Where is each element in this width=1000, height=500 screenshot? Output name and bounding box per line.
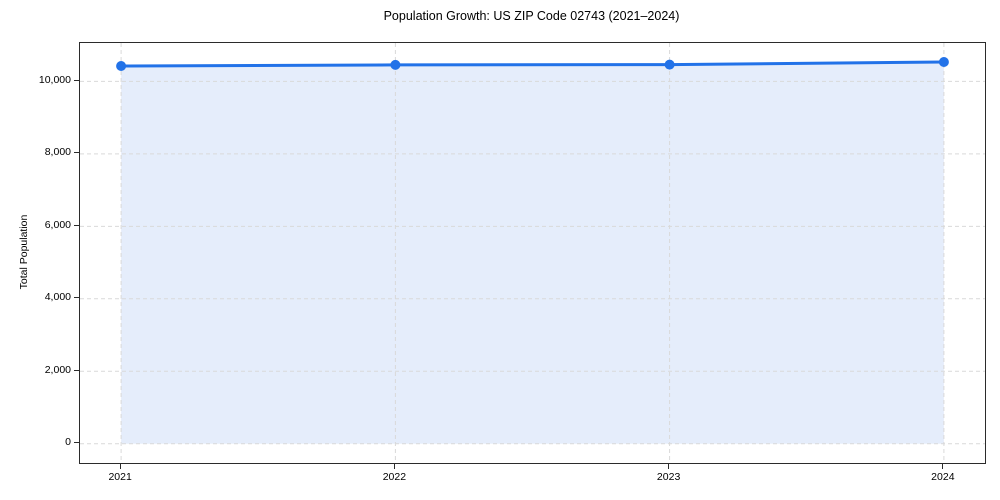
y-axis-tick: [74, 152, 79, 154]
plot-area: [79, 42, 986, 464]
x-axis-tick: [393, 464, 395, 469]
area-fill: [121, 62, 944, 444]
trend-line: [119, 60, 946, 68]
x-axis-tick: [668, 464, 670, 469]
y-axis-tick: [74, 297, 79, 299]
data-point-marker: [116, 61, 127, 71]
x-tick-label: 2023: [656, 471, 681, 483]
x-tick-label: 2021: [108, 471, 132, 483]
x-tick-label: 2022: [382, 471, 407, 483]
x-axis-tick: [942, 464, 944, 469]
y-tick-label: 4,000: [44, 291, 71, 304]
x-tick-label: 2024: [931, 471, 955, 483]
x-axis-tick: [119, 464, 121, 469]
y-axis-tick: [74, 79, 79, 81]
data-point-marker: [390, 59, 401, 70]
data-point-marker: [664, 59, 675, 70]
y-axis-tick: [74, 224, 79, 226]
plot-canvas: [80, 43, 985, 463]
y-axis-tick: [74, 369, 79, 371]
y-axis-tick: [74, 442, 79, 444]
y-tick-label: 10,000: [38, 73, 71, 86]
y-tick-label: 6,000: [44, 218, 71, 231]
y-tick-label: 2,000: [44, 363, 71, 376]
chart-title: Population Growth: US ZIP Code 02743 (20…: [383, 9, 680, 23]
y-tick-label: 0: [65, 436, 71, 449]
y-tick-label: 8,000: [44, 146, 71, 159]
data-point-marker: [938, 57, 949, 67]
